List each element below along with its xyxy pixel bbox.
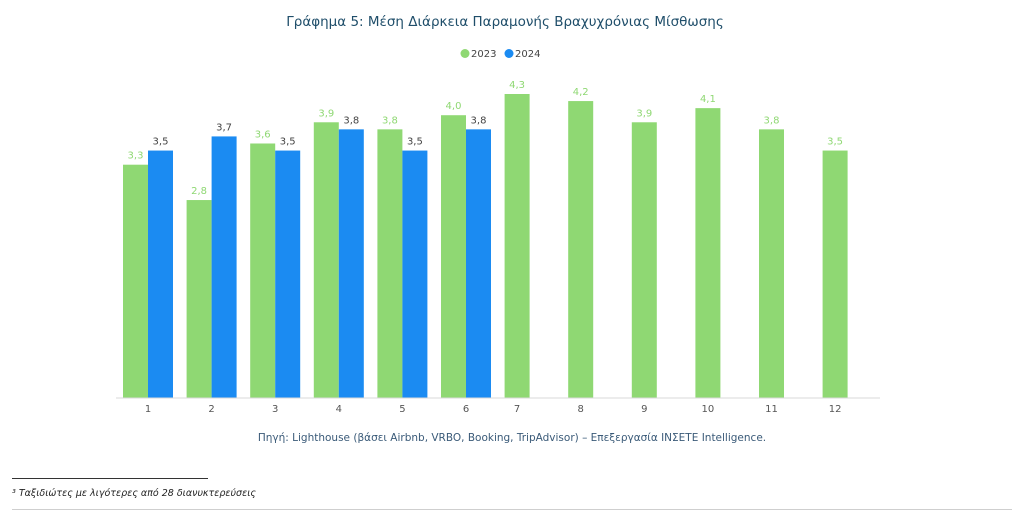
data-label-2023-12: 3,5 [827,137,843,148]
data-label-2023-8: 4,2 [573,87,589,98]
data-label-2023-3: 3,6 [255,129,271,140]
data-label-2023-6: 4,0 [446,101,462,112]
x-tick-labels-group: 1 2 3 4 5 6 7 8 9 10 11 12 [145,404,842,415]
bar-2024-3 [275,150,301,398]
bar-2023-7 [504,94,530,398]
bars-group [123,94,848,399]
bar-2023-8 [568,101,594,399]
data-label-2024-3: 3,5 [280,137,296,148]
x-tick-label-1: 1 [145,404,151,415]
bar-2023-4 [313,122,339,399]
x-tick-label-7: 7 [514,404,520,415]
x-tick-label-6: 6 [463,404,469,415]
bar-2024-4 [338,129,364,399]
x-tick-label-9: 9 [641,404,647,415]
data-label-2023-10: 4,1 [700,94,716,105]
x-tick-label-5: 5 [399,404,405,415]
chart-legend: 2023 2024 [460,49,540,60]
bar-2023-9 [631,122,657,399]
bar-chart: 2023 2024 3,3 3,5 2,8 3,7 3,6 3,5 3,9 3,8 3,8 3,5 4… [116,49,880,415]
source-note: Πηγή: Lighthouse (βάσει Airbnb, VRBO, Bo… [257,432,767,444]
data-label-2024-2: 3,7 [216,122,232,133]
data-label-2023-4: 3,9 [318,108,334,119]
bar-2023-2 [186,200,212,398]
data-label-2023-9: 3,9 [636,108,652,119]
footnote: ³ Ταξιδιώτες με λιγότερες από 28 διανυκτ… [12,488,256,499]
x-tick-label-10: 10 [702,404,715,415]
legend-label-2024: 2024 [515,49,540,60]
bar-2024-2 [211,136,237,398]
data-label-2023-7: 4,3 [509,80,525,91]
x-tick-label-2: 2 [208,404,214,415]
bar-2024-1 [148,150,173,398]
data-label-2023-5: 3,8 [382,115,398,126]
x-tick-label-12: 12 [829,404,842,415]
data-label-2024-6: 3,8 [471,115,487,126]
chart-title: Γράφημα 5: Μέση Διάρκεια Παραμονής Βραχυ… [286,14,724,30]
legend-label-2023: 2023 [471,49,496,60]
bar-2024-5 [402,150,428,398]
data-label-2024-4: 3,8 [343,115,359,126]
bottom-divider [12,509,1012,510]
data-labels-group: 3,3 3,5 2,8 3,7 3,6 3,5 3,9 3,8 3,8 3,5 4,0 3,8 4,3 4… [128,80,844,197]
legend-marker-2023 [460,49,470,58]
legend-marker-2024 [504,49,514,58]
bar-2023-5 [377,129,403,399]
bar-2023-11 [759,129,784,399]
bar-2023-1 [123,164,148,398]
x-tick-label-8: 8 [578,404,584,415]
bar-2023-6 [441,115,466,399]
data-label-2023-2: 2,8 [191,186,207,197]
bar-2023-3 [250,143,276,398]
bar-2024-6 [466,129,491,399]
footnote-divider [12,478,208,479]
x-tick-label-3: 3 [272,404,278,415]
bar-2023-12 [822,150,848,398]
data-label-2024-5: 3,5 [407,137,423,148]
x-tick-label-4: 4 [336,404,342,415]
x-tick-label-11: 11 [765,404,778,415]
data-label-2023-1: 3,3 [128,151,144,162]
bar-2023-10 [695,108,721,399]
data-label-2023-11: 3,8 [764,115,780,126]
data-label-2024-1: 3,5 [153,137,169,148]
